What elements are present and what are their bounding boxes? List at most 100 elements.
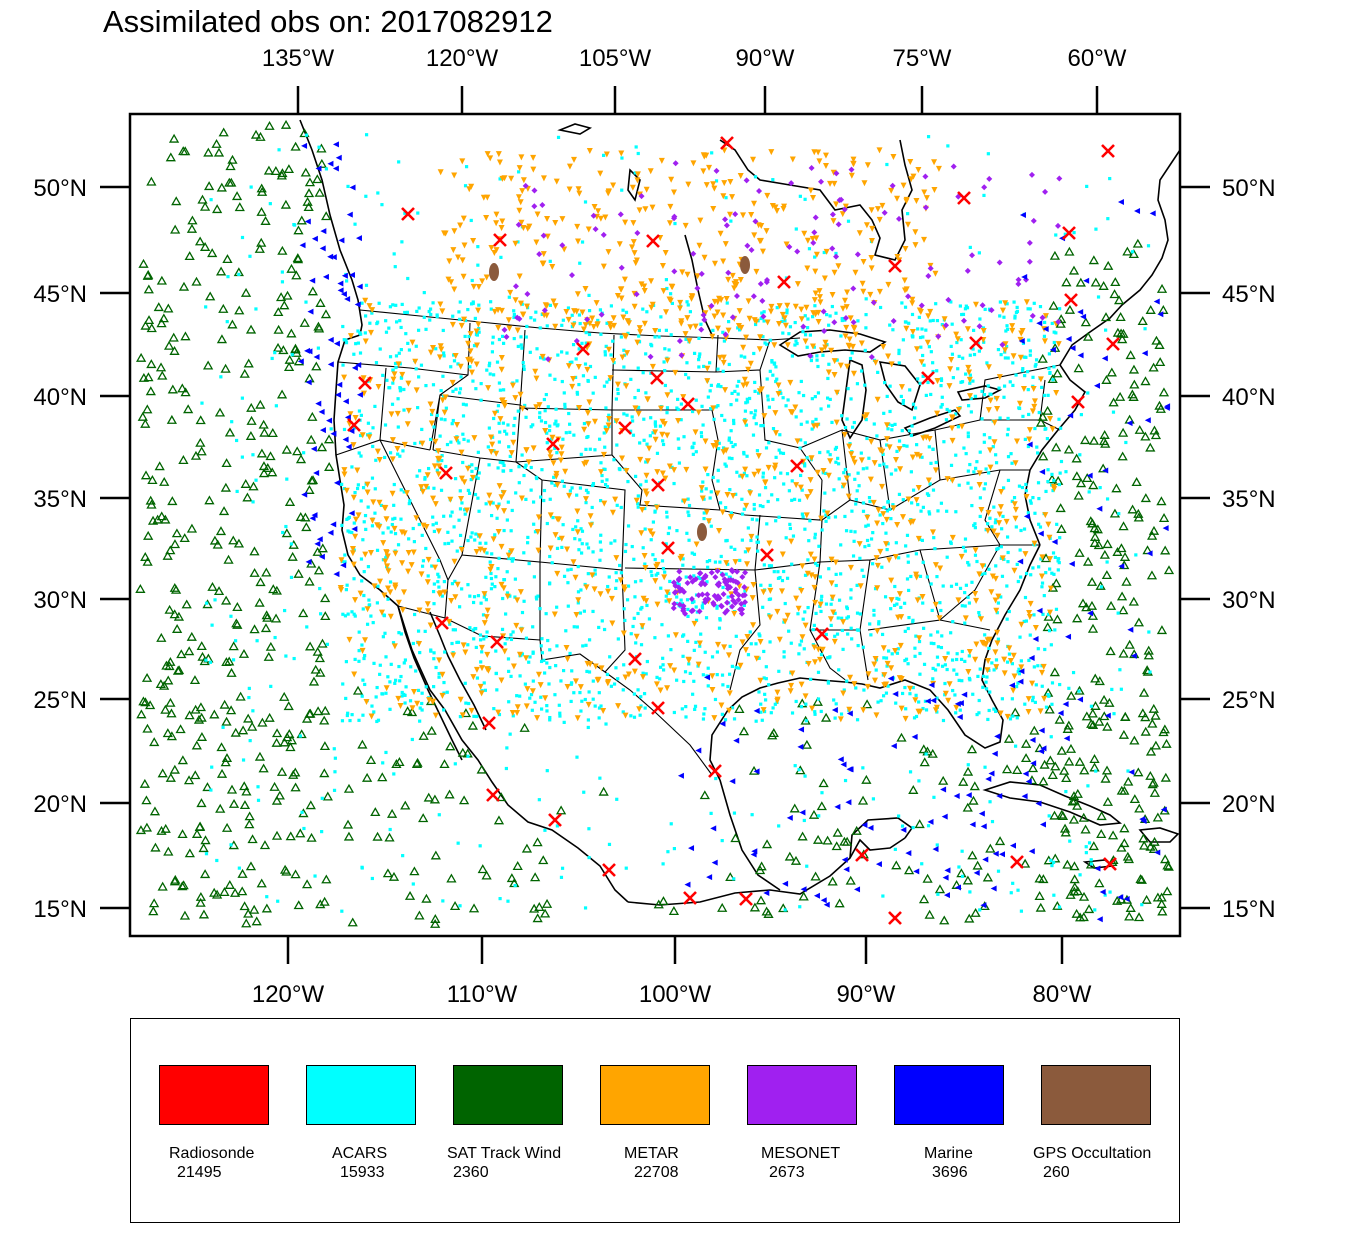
sat-track-wind-marker — [1162, 886, 1173, 896]
acars-marker — [639, 643, 644, 647]
sat-track-wind-marker — [1154, 340, 1165, 349]
metar-marker — [913, 497, 920, 504]
acars-marker — [507, 295, 511, 299]
mesonet-marker — [672, 160, 679, 167]
metar-marker — [808, 572, 815, 579]
sat-track-wind-marker — [195, 437, 206, 447]
sat-track-wind-marker — [258, 468, 270, 478]
acars-marker — [1046, 612, 1051, 617]
acars-marker — [897, 351, 901, 356]
metar-marker — [760, 589, 767, 596]
acars-marker — [424, 685, 428, 689]
metar-marker — [367, 329, 374, 336]
acars-marker — [815, 563, 820, 567]
metar-marker — [863, 222, 870, 229]
acars-marker — [389, 530, 393, 534]
metar-marker — [487, 155, 494, 162]
acars-marker — [539, 695, 543, 699]
sat-track-wind-marker — [281, 444, 292, 454]
metar-marker — [496, 483, 503, 490]
acars-marker — [811, 628, 815, 632]
acars-marker — [964, 372, 968, 376]
acars-marker — [1027, 658, 1031, 663]
sat-track-wind-marker — [159, 476, 170, 486]
metar-marker — [801, 230, 808, 237]
acars-marker — [305, 625, 309, 629]
sat-track-wind-marker — [1128, 249, 1139, 259]
metar-marker — [978, 507, 985, 514]
acars-marker — [564, 431, 568, 435]
metar-marker — [764, 192, 771, 199]
sat-track-wind-marker — [1116, 842, 1127, 852]
metar-marker — [374, 448, 381, 455]
sat-track-wind-marker — [1125, 902, 1136, 912]
acars-marker — [961, 312, 966, 316]
mesonet-marker — [833, 253, 840, 260]
acars-marker — [1006, 478, 1011, 483]
acars-marker — [361, 538, 365, 542]
acars-marker — [880, 632, 885, 637]
acars-marker — [572, 433, 576, 437]
acars-marker — [546, 405, 550, 409]
metar-marker — [416, 607, 423, 614]
acars-marker — [805, 420, 809, 424]
metar-marker — [448, 598, 455, 605]
acars-marker — [734, 666, 738, 670]
acars-marker — [865, 538, 870, 543]
acars-marker — [742, 507, 746, 511]
sat-track-wind-marker — [293, 225, 304, 235]
state-line — [335, 361, 469, 619]
acars-marker — [638, 713, 642, 717]
metar-marker — [840, 482, 847, 489]
sat-track-wind-marker — [169, 609, 180, 619]
acars-marker — [779, 471, 783, 475]
metar-marker — [1042, 313, 1049, 320]
sat-track-wind-marker — [249, 904, 260, 914]
acars-marker — [587, 309, 592, 313]
acars-marker — [893, 847, 897, 851]
metar-marker — [972, 591, 979, 598]
acars-marker — [697, 336, 701, 340]
metar-marker — [424, 472, 431, 479]
metar-marker — [994, 406, 1001, 413]
sat-track-wind-marker — [969, 781, 980, 791]
metar-marker — [437, 301, 444, 308]
sat-track-wind-marker — [1133, 508, 1144, 518]
metar-marker — [432, 501, 439, 508]
acars-marker — [685, 598, 690, 602]
sat-track-wind-marker — [1102, 796, 1113, 806]
sat-track-wind-marker — [212, 204, 223, 214]
metar-marker — [381, 592, 388, 599]
sat-track-wind-marker — [261, 610, 272, 620]
acars-marker — [727, 456, 731, 460]
acars-marker — [464, 403, 468, 407]
acars-marker — [1028, 633, 1032, 637]
metar-marker — [684, 271, 691, 278]
acars-marker — [691, 452, 695, 456]
mesonet-marker — [722, 331, 729, 338]
sat-track-wind-marker — [223, 554, 234, 564]
acars-marker — [813, 304, 817, 308]
acars-marker — [1064, 470, 1068, 474]
acars-marker — [484, 575, 488, 579]
acars-marker — [1015, 309, 1020, 314]
acars-marker — [656, 571, 660, 576]
acars-marker — [388, 451, 393, 455]
metar-marker — [753, 318, 760, 325]
metar-marker — [807, 187, 814, 194]
acars-marker — [940, 402, 944, 407]
sat-track-wind-marker — [467, 720, 479, 730]
acars-marker — [1019, 528, 1023, 533]
acars-marker — [380, 692, 384, 696]
metar-marker — [617, 577, 624, 584]
acars-marker — [460, 501, 464, 505]
metar-marker — [835, 263, 842, 270]
sat-track-wind-marker — [1145, 746, 1157, 756]
sat-track-wind-marker — [197, 651, 208, 661]
acars-marker — [1050, 681, 1055, 685]
acars-marker — [735, 384, 739, 388]
metar-marker — [423, 483, 430, 490]
metar-marker — [905, 221, 912, 228]
sat-track-wind-marker — [430, 850, 441, 860]
acars-marker — [667, 591, 671, 595]
